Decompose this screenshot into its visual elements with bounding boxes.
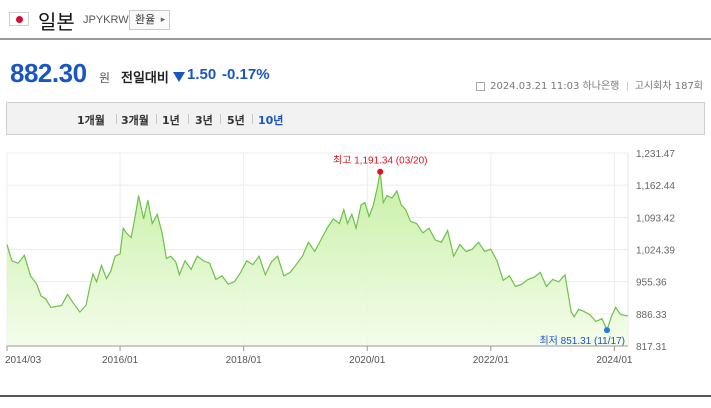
tab-5-years[interactable]: 5년 bbox=[227, 114, 245, 127]
quote-timestamp: 2024.03.21 11:03 bbox=[490, 81, 580, 92]
x-tick-label: 2024/01 bbox=[596, 355, 633, 366]
price-change-percent: -0.17% bbox=[222, 66, 270, 83]
tab-3-months[interactable]: 3개월 bbox=[121, 114, 149, 127]
currency-header: 일본 JPYKRW 환율 ▸ bbox=[0, 0, 711, 40]
quote-bank: 하나은행 bbox=[582, 81, 620, 92]
calendar-icon bbox=[475, 81, 485, 91]
y-tick-label: 1,024.39 bbox=[636, 246, 675, 257]
max-point-label: 최고 1,191.34 (03/20) bbox=[333, 155, 428, 167]
min-point-label: 최저 851.31 (11/17) bbox=[539, 335, 625, 347]
x-tick-label: 2020/01 bbox=[349, 355, 386, 366]
max-point-marker bbox=[377, 168, 384, 175]
series-line bbox=[6, 171, 628, 332]
japan-flag-icon bbox=[9, 12, 29, 26]
min-point-marker bbox=[603, 327, 610, 334]
price-change: 1.50 bbox=[187, 66, 217, 83]
current-price: 882.30 bbox=[10, 58, 87, 88]
price-unit: 원 bbox=[99, 71, 111, 85]
tab-10-years[interactable]: 10년 bbox=[258, 114, 284, 127]
area-fill bbox=[7, 171, 628, 346]
y-tick-label: 886.33 bbox=[636, 310, 667, 321]
y-tick-label: 1,093.42 bbox=[636, 213, 675, 224]
compare-label: 전일대비 bbox=[121, 71, 169, 86]
exchange-button[interactable]: 환율 ▸ bbox=[129, 10, 171, 30]
y-tick-label: 817.31 bbox=[636, 342, 667, 353]
quote-summary: 882.30 원 전일대비 1.50 -0.17% 2024.03.21 11:… bbox=[0, 52, 711, 98]
tab-1-month[interactable]: 1개월 bbox=[77, 114, 105, 127]
y-tick-label: 1,162.44 bbox=[636, 181, 675, 192]
exchange-rate-chart: 최고 1,191.34 (03/20) 최저 851.31 (11/17) 1,2… bbox=[5, 149, 675, 366]
x-tick-label: 2018/01 bbox=[226, 355, 263, 366]
x-tick-label: 2014/03 bbox=[5, 355, 42, 366]
down-triangle-icon bbox=[173, 72, 185, 82]
x-tick-label: 2016/01 bbox=[102, 355, 139, 366]
exchange-button-label: 환율 bbox=[135, 13, 156, 26]
tab-3-years[interactable]: 3년 bbox=[195, 114, 213, 127]
y-tick-label: 955.36 bbox=[636, 278, 667, 289]
period-tabs: 1개월 3개월 1년 3년 5년 10년 bbox=[6, 102, 705, 135]
x-tick-label: 2022/01 bbox=[473, 355, 510, 366]
y-tick-label: 1,231.47 bbox=[636, 149, 675, 160]
bottom-divider bbox=[0, 395, 711, 397]
chevron-right-icon: ▸ bbox=[160, 15, 166, 25]
quote-meta: 2024.03.21 11:03 하나은행 고시회차 187회 bbox=[475, 77, 703, 92]
quote-notice: 고시회차 187회 bbox=[634, 81, 703, 92]
country-name: 일본 bbox=[38, 10, 75, 34]
tab-1-year[interactable]: 1년 bbox=[162, 114, 180, 127]
currency-code: JPYKRW bbox=[83, 14, 129, 26]
